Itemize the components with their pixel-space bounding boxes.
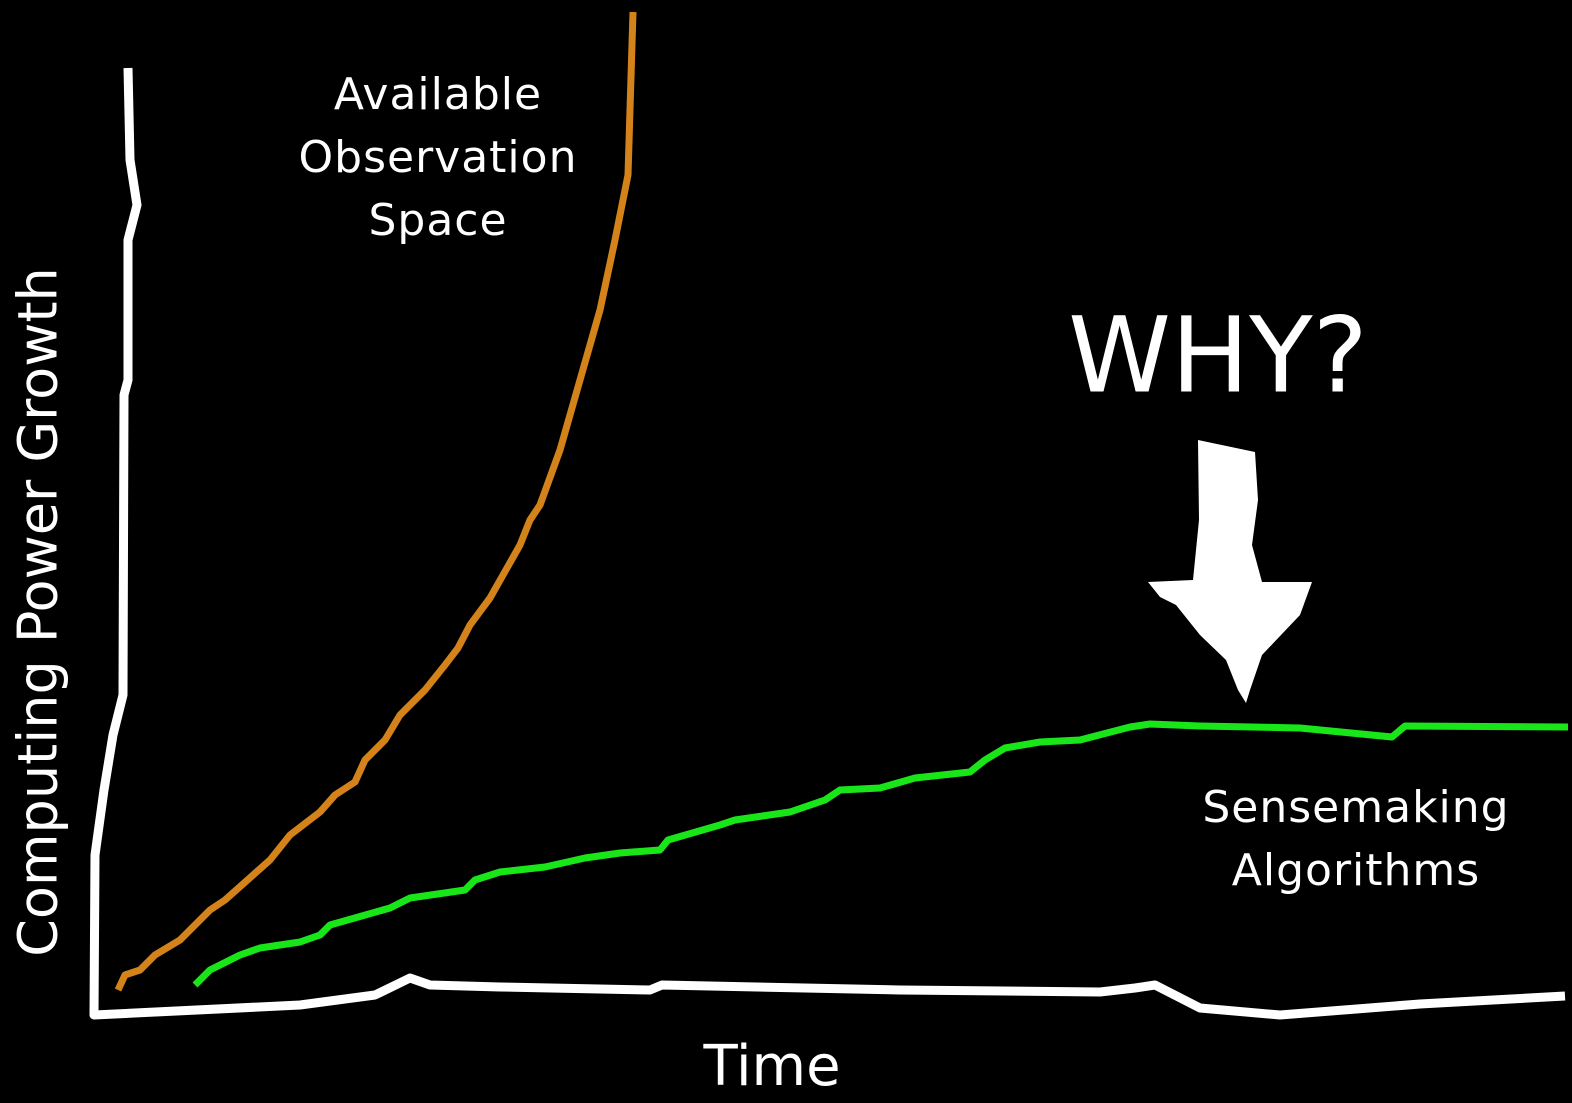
axes [89,67,1566,1020]
curve-label: Observation [299,132,578,183]
observation-curve [114,11,637,992]
sensemaking-curve [192,720,1569,988]
curve-label: Sensemaking [1202,782,1509,833]
curve-label: Available [334,69,542,120]
arrow [1148,440,1312,703]
curve-label: Space [368,195,507,246]
annotation: WHY? [1068,294,1368,416]
curve-label: Algorithms [1232,845,1480,896]
y-axis-label: Computing Power Growth [7,267,70,957]
x-axis-label: Time [702,1034,840,1099]
